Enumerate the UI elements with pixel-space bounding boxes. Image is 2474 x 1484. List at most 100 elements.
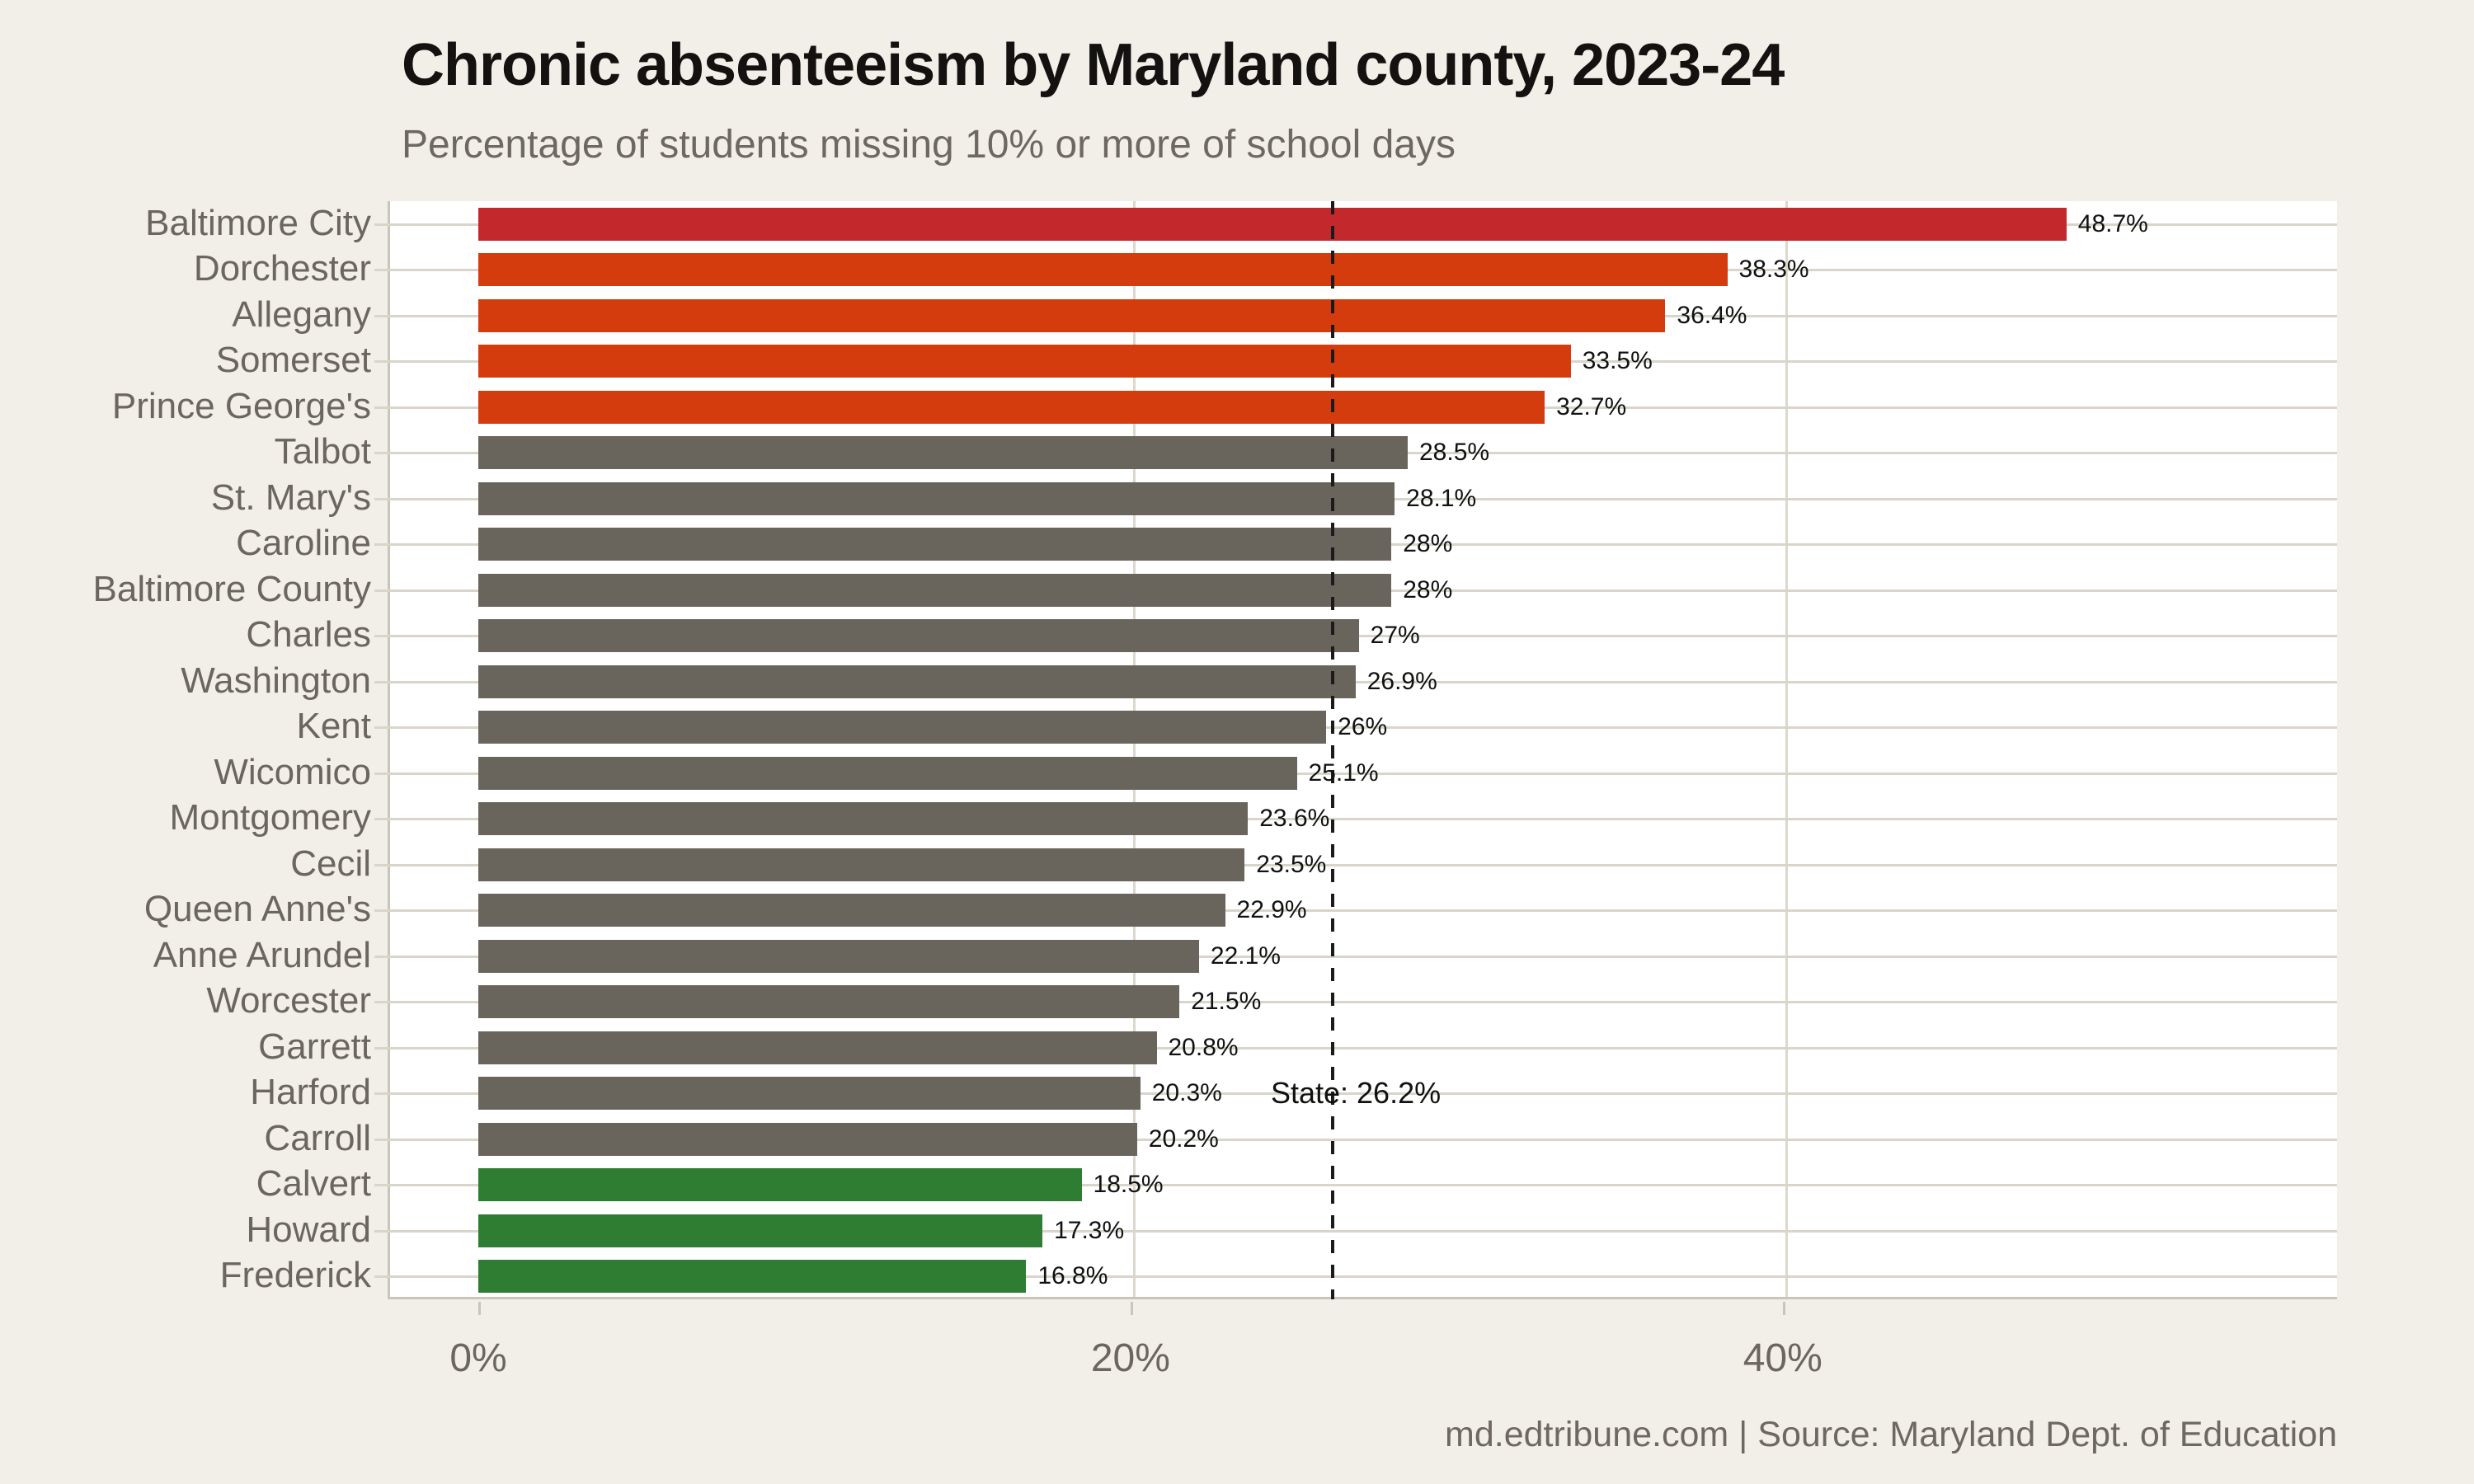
state-average-line	[1331, 201, 1335, 1299]
bar-row: Carroll 20.2%	[0, 1116, 2337, 1162]
value-label: 28%	[1403, 530, 1453, 558]
bar	[478, 390, 1545, 424]
bar	[478, 1168, 1082, 1202]
bar	[478, 619, 1359, 653]
bar	[478, 711, 1327, 744]
bar	[478, 573, 1392, 607]
bar-row: Queen Anne's 22.9%	[0, 888, 2337, 934]
bar	[478, 1077, 1141, 1111]
bar	[478, 1214, 1043, 1247]
row-gridline	[374, 1046, 2337, 1050]
county-label: Frederick	[219, 1255, 371, 1296]
county-label: Somerset	[215, 340, 371, 381]
bar-row: St. Mary's 28.1%	[0, 476, 2337, 522]
value-label: 22.1%	[1210, 942, 1281, 970]
bar-row: Allegany 36.4%	[0, 293, 2337, 339]
bar	[478, 253, 1728, 287]
bar-row: Kent 26%	[0, 705, 2337, 751]
page-subtitle: Percentage of students missing 10% or mo…	[402, 123, 1456, 167]
page-title: Chronic absenteeism by Maryland county, …	[402, 32, 1785, 98]
bar-row: Harford 20.3%	[0, 1071, 2337, 1117]
row-gridline	[374, 955, 2337, 958]
county-label: Howard	[246, 1209, 371, 1250]
value-label: 26%	[1338, 713, 1388, 741]
bar-row: Talbot 28.5%	[0, 430, 2337, 477]
bar	[478, 481, 1395, 515]
row-gridline	[374, 1184, 2337, 1187]
value-label: 28.5%	[1419, 439, 1490, 467]
county-label: Talbot	[274, 431, 371, 472]
row-gridline	[374, 726, 2337, 730]
bar	[478, 1122, 1137, 1156]
value-label: 27%	[1370, 622, 1420, 650]
footer-credit: md.edtribune.com | Source: Maryland Dept…	[1445, 1415, 2337, 1454]
value-label: 17.3%	[1054, 1216, 1125, 1244]
county-label: Prince George's	[111, 385, 371, 426]
bar-row: Worcester 21.5%	[0, 979, 2337, 1026]
bar-row: Anne Arundel 22.1%	[0, 933, 2337, 979]
value-label: 28%	[1403, 575, 1453, 603]
county-label: Charles	[246, 614, 371, 655]
bar	[478, 1031, 1157, 1064]
county-label: Dorchester	[193, 248, 371, 289]
bar	[478, 665, 1356, 698]
county-label: Wicomico	[214, 751, 371, 792]
row-gridline	[374, 772, 2337, 775]
bar-row: Wicomico 25.1%	[0, 750, 2337, 796]
bar-row: Caroline 28%	[0, 522, 2337, 568]
bar	[478, 894, 1225, 928]
bar-row: Cecil 23.5%	[0, 842, 2337, 888]
value-label: 22.9%	[1236, 896, 1307, 924]
row-gridline	[374, 680, 2337, 683]
county-label: Anne Arundel	[153, 934, 371, 975]
value-label: 33.5%	[1582, 347, 1653, 375]
row-gridline	[374, 1138, 2337, 1141]
bar	[478, 848, 1245, 881]
county-label: Baltimore City	[145, 202, 371, 243]
row-gridline	[374, 1229, 2337, 1233]
county-label: Harford	[250, 1072, 371, 1113]
value-label: 20.2%	[1148, 1125, 1219, 1153]
bar	[478, 436, 1408, 470]
county-label: Caroline	[236, 523, 371, 564]
bar-rows-layer: Baltimore City 48.7% Dorchester 38.3% Allega…	[0, 201, 2337, 1299]
value-label: 25.1%	[1308, 758, 1379, 787]
x-axis-tick-label: 0%	[449, 1336, 507, 1380]
bar	[478, 207, 2067, 241]
county-label: Worcester	[206, 980, 371, 1021]
value-label: 28.1%	[1406, 484, 1477, 512]
vertical-gridline	[1785, 201, 1788, 1297]
vertical-gridline	[1132, 201, 1136, 1297]
value-label: 20.8%	[1168, 1033, 1239, 1061]
row-gridline	[374, 1001, 2337, 1004]
plot-area	[388, 201, 2337, 1299]
bar-row: Garrett 20.8%	[0, 1025, 2337, 1071]
row-gridline	[374, 909, 2337, 913]
bar	[478, 939, 1199, 973]
bar-row: Howard 17.3%	[0, 1208, 2337, 1254]
bar-row: Prince George's 32.7%	[0, 384, 2337, 430]
county-label: Calvert	[256, 1163, 371, 1205]
value-label: 18.5%	[1093, 1171, 1164, 1199]
county-label: Cecil	[290, 843, 371, 884]
row-gridline	[374, 818, 2337, 821]
row-gridline	[374, 1092, 2337, 1096]
county-label: Garrett	[258, 1026, 371, 1067]
county-label: Allegany	[232, 294, 371, 335]
bar-row: Frederick 16.8%	[0, 1254, 2337, 1300]
bar-row: Dorchester 38.3%	[0, 247, 2337, 294]
bar-row: Baltimore County 28%	[0, 567, 2337, 613]
value-label: 38.3%	[1738, 256, 1809, 284]
county-label: Queen Anne's	[143, 889, 371, 930]
bar	[478, 802, 1249, 836]
value-label: 26.9%	[1366, 667, 1437, 695]
bar-row: Montgomery 23.6%	[0, 796, 2337, 843]
county-label: Washington	[181, 660, 371, 701]
value-label: 32.7%	[1556, 392, 1627, 420]
bar	[478, 528, 1392, 561]
bar-row: Baltimore City 48.7%	[0, 201, 2337, 247]
bar-row: Charles 27%	[0, 613, 2337, 660]
county-label: Kent	[296, 706, 371, 747]
bar-row: Washington 26.9%	[0, 659, 2337, 705]
x-axis-tick	[1782, 1302, 1785, 1315]
